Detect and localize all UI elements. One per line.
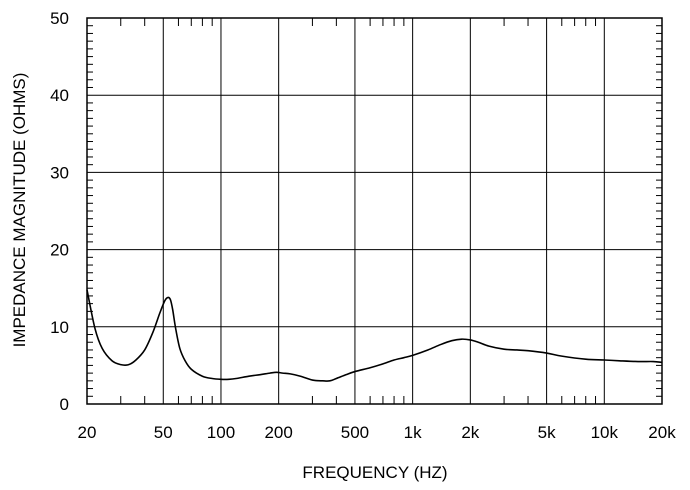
x-tick-label: 200 xyxy=(264,423,292,442)
plot-frame xyxy=(86,17,663,405)
y-tick-label: 30 xyxy=(50,163,69,182)
x-tick-labels: 20 50 100 200 500 1k 2k 5k 10k 20k xyxy=(78,423,677,442)
x-tick-label: 20 xyxy=(78,423,97,442)
series-layer xyxy=(86,289,663,382)
x-tick-label: 500 xyxy=(341,423,369,442)
x-tick-label: 5k xyxy=(538,423,556,442)
y-tick-label: 50 xyxy=(50,9,69,28)
y-tick-labels: 0 10 20 30 40 50 xyxy=(50,9,69,414)
impedance-curve xyxy=(86,289,663,382)
x-tick-label: 50 xyxy=(154,423,173,442)
x-axis-title: FREQUENCY (HZ) xyxy=(302,463,447,482)
y-tick-label: 40 xyxy=(50,86,69,105)
y-axis-title: IMPEDANCE MAGNITUDE (OHMS) xyxy=(10,73,29,348)
y-tick-label: 20 xyxy=(50,241,69,260)
x-tick-label: 100 xyxy=(207,423,235,442)
x-tick-label: 10k xyxy=(591,423,619,442)
y-tick-label: 0 xyxy=(60,395,69,414)
x-tick-label: 20k xyxy=(648,423,676,442)
y-tick-label: 10 xyxy=(50,318,69,337)
minor-ticks xyxy=(87,18,662,404)
grid-lines xyxy=(87,18,662,404)
x-tick-label: 1k xyxy=(404,423,422,442)
x-tick-label: 2k xyxy=(461,423,479,442)
